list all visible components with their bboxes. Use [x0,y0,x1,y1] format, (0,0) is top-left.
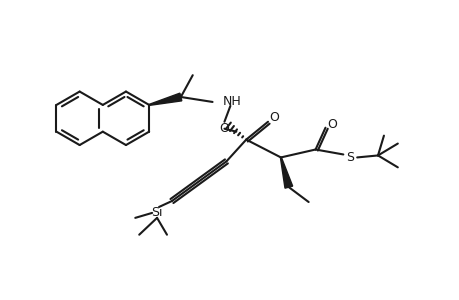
Text: Si: Si [151,206,162,219]
Text: O: O [269,111,278,124]
Text: O: O [327,118,336,131]
Text: NH: NH [222,95,241,108]
Polygon shape [280,157,292,188]
Text: S: S [346,151,353,164]
Polygon shape [149,93,181,105]
Text: O: O [219,122,229,135]
